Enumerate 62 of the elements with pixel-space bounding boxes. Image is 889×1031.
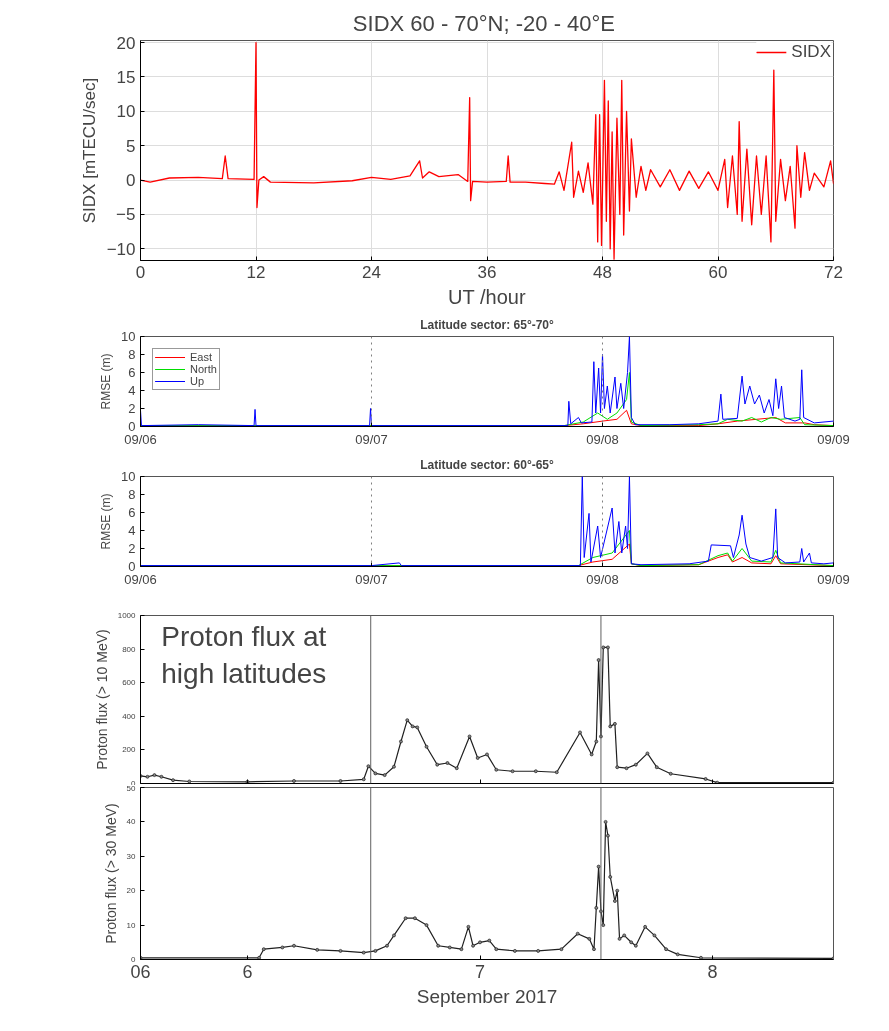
- y-tick-label: 10: [116, 102, 136, 122]
- y-tick-label: −5: [116, 205, 136, 225]
- x-tick-label: 24: [362, 262, 381, 282]
- x-tick-label: 09/09: [817, 431, 850, 447]
- y-tick-label: −10: [106, 239, 136, 259]
- y-tick-label: 4: [128, 383, 136, 398]
- y-tick-label: 6: [128, 505, 136, 520]
- annotation: Proton flux at high latitudes: [161, 620, 327, 689]
- y-tick-label: 10: [121, 329, 136, 344]
- y-axis-title: Proton flux (> 10 MeV): [93, 629, 110, 770]
- y-tick-label: 2: [128, 401, 136, 416]
- x-tick-label: 6: [242, 961, 253, 982]
- x-axis-title: UT /hour: [448, 285, 526, 308]
- y-tick-label: 15: [116, 67, 136, 87]
- x-tick-label: 12: [246, 262, 266, 282]
- x-tick-label: 72: [824, 262, 843, 282]
- y-tick-label: 2: [128, 541, 136, 556]
- x-tick-label: 7: [475, 961, 486, 982]
- y-tick-label: 0: [131, 955, 137, 964]
- y-axis-title: RMSE (m): [99, 493, 114, 550]
- x-tick-label: 06: [130, 961, 151, 982]
- x-tick-label: 48: [593, 262, 612, 282]
- y-tick-label: 8: [128, 487, 136, 502]
- y-tick-label: 30: [126, 851, 137, 861]
- y-axis-title: RMSE (m): [99, 353, 114, 410]
- chart-title: Latitude sector: 60°-65°: [420, 457, 555, 472]
- y-tick-label: 0: [128, 559, 136, 574]
- y-tick-label: 4: [128, 523, 136, 538]
- y-axis-title: Proton flux (> 30 MeV): [102, 803, 119, 944]
- y-tick-label: 20: [116, 33, 136, 53]
- y-tick-label: 8: [128, 347, 136, 362]
- x-tick-label: 8: [707, 961, 718, 982]
- y-tick-label: 5: [126, 136, 136, 156]
- chart-title: SIDX 60 - 70°N; -20 - 40°E: [352, 10, 616, 36]
- y-tick-label: 6: [128, 365, 136, 380]
- y-tick-label: 800: [122, 644, 137, 654]
- x-tick-label: 36: [477, 262, 497, 282]
- y-axis-title: SIDX [mTECU/sec]: [79, 77, 99, 224]
- x-tick-label: 09/09: [817, 571, 850, 587]
- y-tick-label: 600: [122, 678, 137, 688]
- x-tick-label: 60: [708, 262, 728, 282]
- legend-label: SIDX: [791, 42, 831, 62]
- y-tick-label: 10: [126, 920, 137, 930]
- legend-label: East: [190, 351, 213, 363]
- x-tick-label: 09/07: [355, 571, 388, 587]
- legend-label: Up: [190, 375, 206, 387]
- x-tick-label: 09/07: [355, 431, 388, 447]
- x-tick-label: 09/08: [586, 571, 619, 587]
- y-tick-label: 200: [122, 745, 137, 755]
- x-tick-label: 09/08: [586, 431, 619, 447]
- y-tick-label: 0: [126, 171, 136, 191]
- y-tick-label: 10: [121, 469, 136, 484]
- y-tick-label: 40: [126, 817, 137, 827]
- y-tick-label: 0: [128, 419, 136, 434]
- y-tick-label: 20: [126, 886, 137, 896]
- y-tick-label: 1000: [117, 611, 137, 620]
- legend-label: North: [190, 363, 217, 375]
- x-tick-label: 09/06: [124, 571, 157, 587]
- x-axis-title: September 2017: [416, 985, 558, 1007]
- y-tick-label: 400: [122, 711, 137, 721]
- x-tick-label: 09/06: [124, 431, 157, 447]
- chart-title: Latitude sector: 65°-70°: [420, 317, 555, 332]
